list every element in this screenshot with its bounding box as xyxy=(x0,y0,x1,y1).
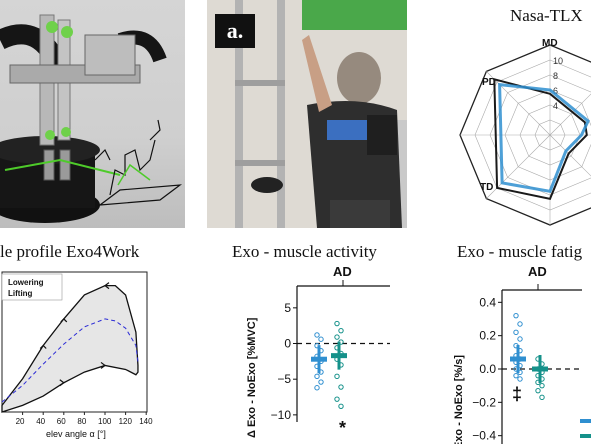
panel-letter-a: a. xyxy=(215,14,255,48)
strip-y-tick-label: −5 xyxy=(277,372,291,386)
strip-data-point xyxy=(539,382,545,389)
profile-x-tick-label: 20 xyxy=(16,417,25,426)
strip-data-point xyxy=(535,387,541,394)
strip-subplot-title: AD xyxy=(528,264,547,279)
profile-x-tick-label: 80 xyxy=(77,417,86,426)
strip-data-point xyxy=(318,336,324,342)
radar-series-polygon xyxy=(498,82,590,193)
radar-tick-label: 4 xyxy=(553,101,558,111)
strip-y-tick-label: 0.0 xyxy=(479,362,496,376)
radar-spoke xyxy=(549,93,591,136)
profile-x-label: elev angle α [°] xyxy=(46,429,106,439)
profile-x-tick-label: 140 xyxy=(139,417,153,426)
strip-data-point xyxy=(334,334,340,340)
strip-y-tick-label: 5 xyxy=(284,301,291,315)
strip-group-error xyxy=(538,355,542,383)
strip-data-point xyxy=(318,379,324,385)
profile-direction-arrow xyxy=(59,379,65,387)
profile-x-tick-label: 60 xyxy=(57,417,66,426)
strip-data-point xyxy=(338,327,344,334)
profile-mean-line xyxy=(1,318,139,403)
strip-data-point xyxy=(334,320,340,327)
strip-data-point xyxy=(334,396,340,402)
strip-data-point xyxy=(338,403,344,410)
strip-data-point xyxy=(539,394,545,401)
strip-data-point xyxy=(338,384,344,390)
activity-title: Exo - muscle activity xyxy=(232,242,377,261)
strip-data-point xyxy=(314,332,320,338)
profile-direction-arrow xyxy=(104,282,110,290)
radar-tick-label: 6 xyxy=(553,86,558,96)
fatigue-chart: AD 0.4 0.2 0.0 −0.2 −0.4 Δ Exo - NoExo [%/s] ‡ xyxy=(453,264,591,444)
profile-title: le profile Exo4Work xyxy=(0,242,140,261)
strip-data-point xyxy=(517,321,523,327)
strip-significance-mark: ‡ xyxy=(512,384,522,404)
strip-data-point xyxy=(513,312,519,319)
strip-y-tick-label: −0.4 xyxy=(472,429,496,443)
activity-chart: AD 5 0 −5 −10 Δ Exo - NoExo [%MVC] * xyxy=(246,264,390,438)
profile-direction-arrow xyxy=(39,344,47,349)
strip-data-point xyxy=(517,376,523,382)
strip-y-tick-label: 0 xyxy=(284,337,291,351)
fatigue-title: Exo - muscle fatig xyxy=(457,242,583,261)
fatigue-legend-swatch-noexo xyxy=(580,434,591,438)
strip-data-point xyxy=(334,373,340,380)
profile-legend-label: Lifting xyxy=(8,289,33,298)
fatigue-legend-swatch-exo xyxy=(580,419,591,423)
radar-axis-label: PD xyxy=(482,77,496,88)
radar-chart: 10864MDPDTDP xyxy=(459,38,591,226)
strip-data-point xyxy=(513,372,519,379)
profile-x-tick-label: 100 xyxy=(98,417,112,426)
strip-y-tick-label: 0.4 xyxy=(479,295,496,309)
profile-direction-arrow xyxy=(60,318,68,323)
strip-y-label: Δ Exo - NoExo [%MVC] xyxy=(246,317,258,438)
strip-data-point xyxy=(517,336,523,342)
profile-direction-arrow xyxy=(100,361,106,369)
profile-x-tick-label: 120 xyxy=(119,417,133,426)
radar-title: Nasa-TLX xyxy=(510,6,583,25)
strip-data-point xyxy=(513,329,519,336)
strip-y-tick-label: −0.2 xyxy=(472,395,496,409)
person-photo: a. xyxy=(207,0,407,228)
strip-group-error xyxy=(317,345,321,374)
radar-tick-label: 10 xyxy=(553,56,563,66)
strip-y-tick-label: 0.2 xyxy=(479,329,496,343)
radar-spoke xyxy=(549,134,591,177)
radar-axis-label: TD xyxy=(480,182,493,193)
profile-x-tick-label: 40 xyxy=(36,417,45,426)
profile-legend-box xyxy=(1,273,63,301)
profile-legend-label: Lowering xyxy=(8,278,44,287)
strip-group-error xyxy=(337,341,341,370)
exo-render-photo xyxy=(0,0,185,228)
exo-render-illustration xyxy=(0,14,183,223)
profile-chart: Lowering Lifting 20 40 60 80 100 120 140 elev ang… xyxy=(1,271,153,439)
profile-loop xyxy=(1,285,139,413)
strip-y-tick-label: −10 xyxy=(271,408,292,422)
strip-data-point xyxy=(314,373,320,380)
strip-data-point xyxy=(314,385,320,391)
radar-tick-label: 8 xyxy=(553,71,558,81)
radar-series-polygon xyxy=(493,77,588,200)
strip-significance-mark: * xyxy=(339,418,346,438)
strip-group-error xyxy=(516,345,520,373)
strip-y-label: Δ Exo - NoExo [%/s] xyxy=(453,355,465,444)
radar-spoke xyxy=(486,71,551,136)
radar-axis-label: MD xyxy=(542,38,558,49)
strip-subplot-title: AD xyxy=(333,264,352,279)
